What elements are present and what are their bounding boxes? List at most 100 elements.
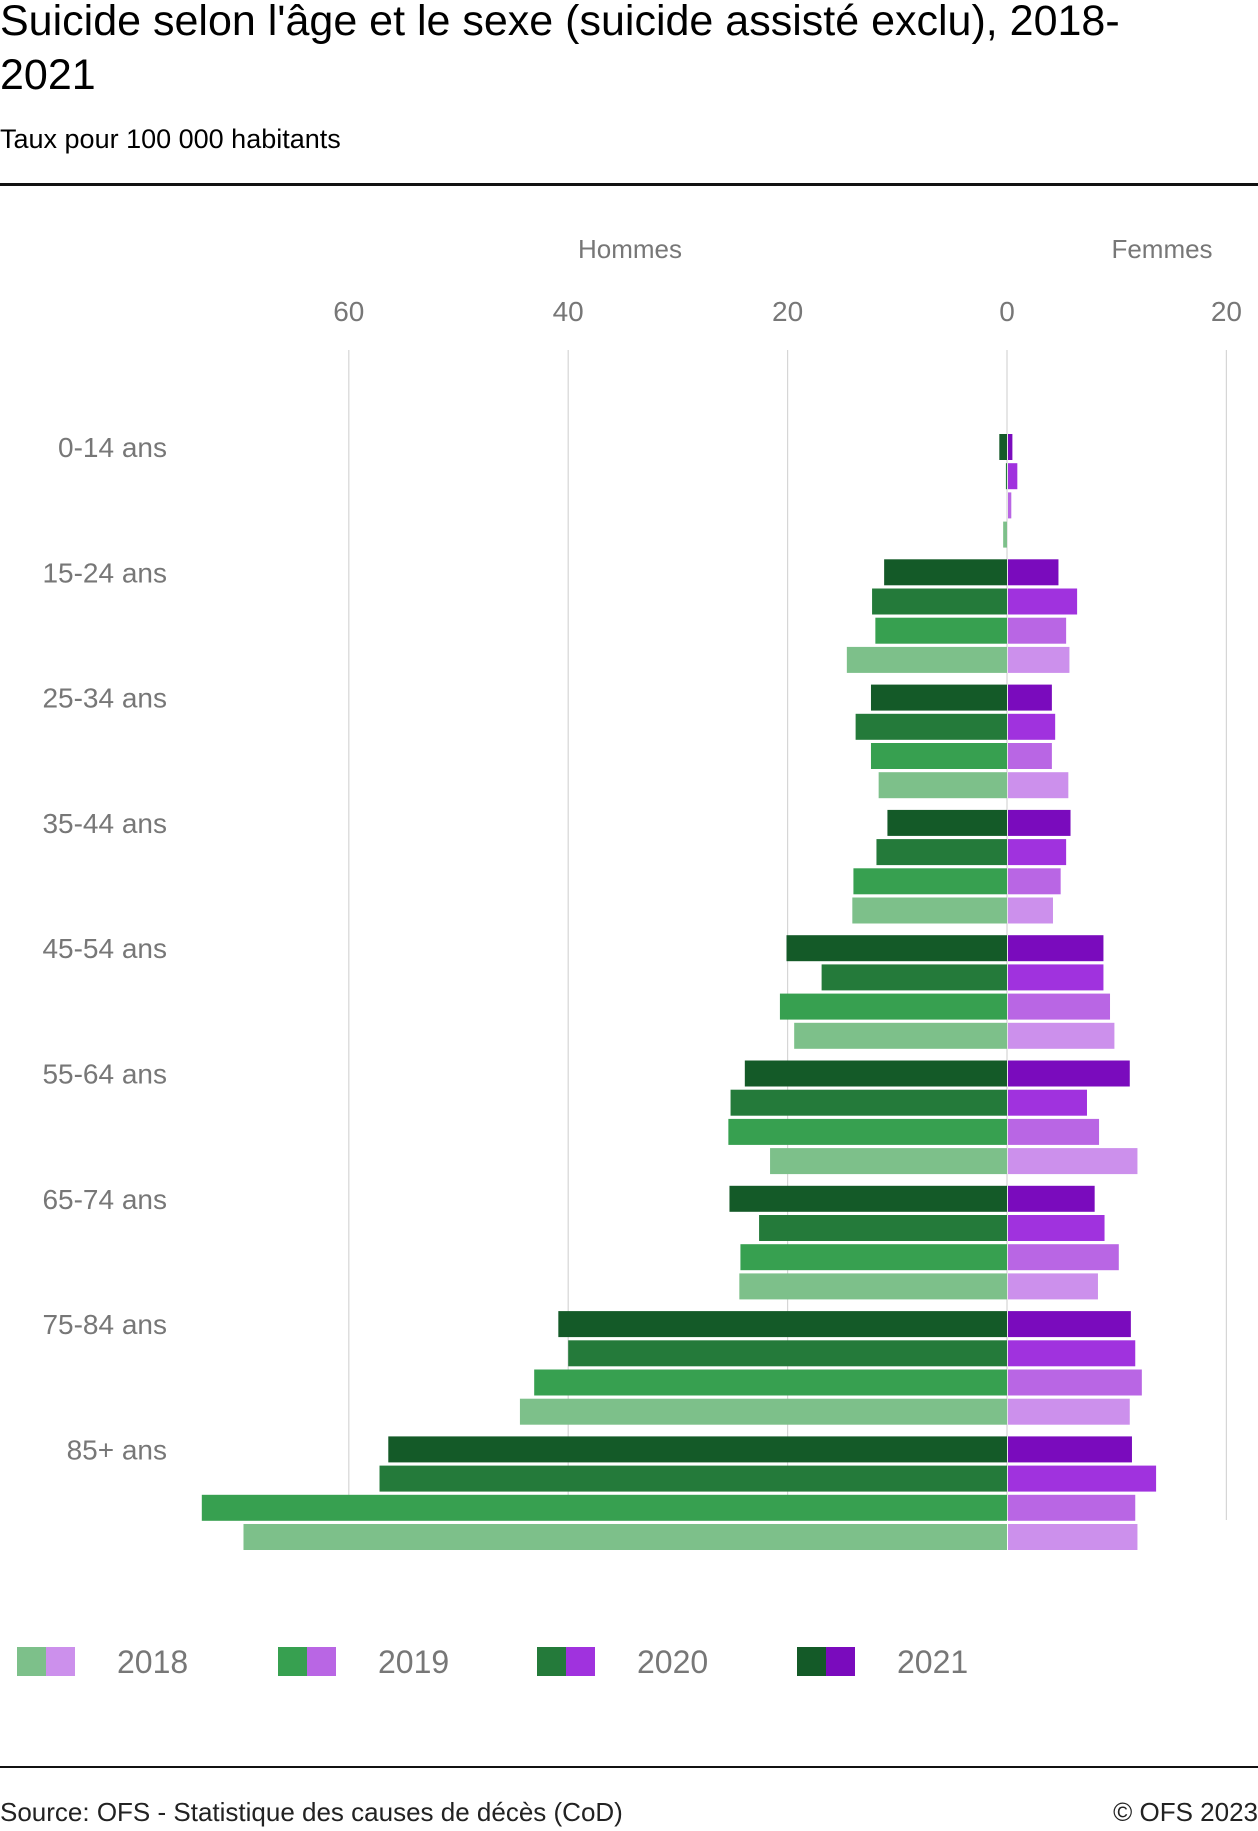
bar-hommes-2020 — [821, 964, 1007, 991]
legend-swatch-femmes — [566, 1647, 595, 1676]
bar-hommes-2021 — [999, 434, 1007, 460]
bar-hommes-2020 — [759, 1215, 1007, 1241]
x-tick-label: 0 — [999, 296, 1015, 327]
category-label: 45-54 ans — [42, 933, 167, 964]
bar-femmes-2020 — [1008, 713, 1056, 740]
bar-hommes-2018 — [519, 1398, 1007, 1425]
legend-swatch-hommes — [537, 1647, 566, 1676]
legend-swatch-femmes — [307, 1647, 336, 1676]
bar-hommes-2020 — [855, 713, 1007, 740]
bar-hommes-2019 — [534, 1369, 1007, 1396]
bar-hommes-2020 — [568, 1340, 1007, 1367]
bar-hommes-2021 — [388, 1436, 1007, 1463]
bar-femmes-2020 — [1008, 1465, 1157, 1492]
bar-femmes-2021 — [1008, 1436, 1132, 1463]
legend-swatch-femmes — [46, 1647, 75, 1676]
legend-swatch-hommes — [17, 1647, 46, 1676]
bar-hommes-2018 — [243, 1524, 1007, 1550]
legend-swatch-hommes — [797, 1647, 826, 1676]
bar-femmes-2020 — [1008, 463, 1018, 490]
category-label: 65-74 ans — [42, 1184, 167, 1215]
bar-hommes-2021 — [744, 1060, 1007, 1087]
bar-hommes-2019 — [870, 743, 1007, 769]
chart-area: Hommes Femmes 60 40 20 0 20 0-14 ans 15-24 ans 25… — [17, 234, 1242, 1680]
x-tick-label: 20 — [1211, 296, 1242, 327]
legend-label: 2020 — [637, 1644, 708, 1680]
bar-hommes-2018 — [846, 646, 1007, 673]
bar-hommes-2020 — [1005, 463, 1007, 490]
bar-hommes-2020 — [379, 1465, 1007, 1492]
bar-hommes-2019 — [853, 868, 1007, 895]
bar-hommes-2020 — [730, 1089, 1007, 1116]
bar-femmes-2018 — [1008, 1148, 1138, 1175]
legend-swatch-hommes — [278, 1647, 307, 1676]
panel-label-hommes: Hommes — [578, 234, 682, 264]
bar-femmes-2020 — [1008, 964, 1104, 991]
bar-femmes-2021 — [1008, 809, 1071, 836]
bar-femmes-2021 — [1008, 1060, 1130, 1087]
bar-hommes-2018 — [878, 772, 1007, 799]
category-label: 0-14 ans — [58, 432, 167, 463]
bar-hommes-2021 — [887, 809, 1007, 836]
category-label: 55-64 ans — [42, 1059, 167, 1090]
panel-label-femmes: Femmes — [1111, 234, 1212, 264]
bar-femmes-2021 — [1008, 684, 1052, 711]
bar-femmes-2018 — [1008, 1022, 1115, 1049]
bar-hommes-2021 — [884, 559, 1007, 586]
chart-subtitle: Taux pour 100 000 habitants — [0, 124, 341, 154]
x-tick-label: 40 — [553, 296, 584, 327]
bar-femmes-2018 — [1008, 1273, 1098, 1300]
x-tick-label: 60 — [333, 296, 364, 327]
bar-hommes-2019 — [740, 1244, 1007, 1271]
bar-femmes-2019 — [1008, 1369, 1142, 1396]
bar-hommes-2018 — [739, 1273, 1007, 1300]
bar-hommes-2021 — [558, 1311, 1007, 1338]
bar-femmes-2019 — [1008, 1494, 1136, 1521]
bar-femmes-2018 — [1008, 897, 1053, 924]
bar-femmes-2018 — [1008, 772, 1069, 799]
bar-hommes-2020 — [876, 839, 1007, 866]
legend-swatch-femmes — [826, 1647, 855, 1676]
bottom-divider — [0, 1766, 1258, 1768]
bar-femmes-2018 — [1008, 1398, 1130, 1425]
bar-hommes-2020 — [872, 588, 1007, 615]
bar-hommes-2019 — [779, 993, 1007, 1020]
bar-femmes-2019 — [1008, 492, 1012, 519]
bar-femmes-2021 — [1008, 434, 1013, 460]
bar-hommes-2018 — [770, 1148, 1007, 1175]
bar-hommes-2019 — [875, 617, 1007, 644]
bar-femmes-2021 — [1008, 559, 1059, 586]
bar-hommes-2018 — [794, 1022, 1007, 1049]
bar-hommes-2019 — [728, 1118, 1007, 1145]
bar-femmes-2021 — [1008, 1185, 1095, 1212]
chart-title: Suicide selon l'âge et le sexe (suicide … — [0, 0, 1120, 99]
copyright: © OFS 2023 — [1113, 1797, 1258, 1827]
bar-femmes-2019 — [1008, 1118, 1100, 1145]
bar-femmes-2020 — [1008, 588, 1078, 615]
category-label: 85+ ans — [67, 1434, 167, 1465]
source-note: Source: OFS - Statistique des causes de … — [0, 1797, 623, 1827]
bar-femmes-2020 — [1008, 839, 1067, 866]
bar-femmes-2021 — [1008, 1311, 1131, 1338]
category-label: 25-34 ans — [42, 683, 167, 714]
category-label: 15-24 ans — [42, 557, 167, 588]
bar-femmes-2021 — [1008, 935, 1104, 962]
bar-femmes-2019 — [1008, 617, 1067, 644]
bar-femmes-2019 — [1008, 1244, 1119, 1271]
legend-label: 2019 — [378, 1644, 449, 1680]
bar-hommes-2021 — [786, 935, 1007, 962]
legend-label: 2021 — [897, 1644, 968, 1680]
bar-femmes-2018 — [1008, 646, 1070, 673]
bar-hommes-2021 — [870, 684, 1007, 711]
bar-hommes-2021 — [729, 1185, 1007, 1212]
bar-femmes-2018 — [1008, 1524, 1138, 1550]
bar-hommes-2018 — [852, 897, 1007, 924]
bar-hommes-2019 — [201, 1494, 1007, 1521]
category-label: 35-44 ans — [42, 808, 167, 839]
category-label: 75-84 ans — [42, 1309, 167, 1340]
top-divider — [0, 183, 1258, 186]
x-tick-label: 20 — [772, 296, 803, 327]
bar-femmes-2020 — [1008, 1215, 1105, 1241]
bar-femmes-2020 — [1008, 1089, 1087, 1116]
bar-femmes-2019 — [1008, 743, 1052, 769]
